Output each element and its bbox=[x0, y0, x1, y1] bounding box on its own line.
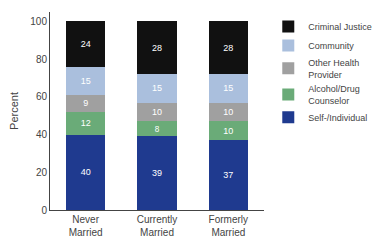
svg-text:12: 12 bbox=[81, 118, 91, 128]
svg-text:Percent: Percent bbox=[8, 92, 20, 130]
svg-text:Community: Community bbox=[308, 41, 354, 51]
svg-text:0: 0 bbox=[41, 205, 47, 216]
svg-text:28: 28 bbox=[223, 43, 233, 53]
svg-text:15: 15 bbox=[81, 76, 91, 86]
svg-text:NeverMarried: NeverMarried bbox=[69, 214, 103, 238]
svg-text:40: 40 bbox=[36, 129, 48, 140]
svg-text:FormerlyMarried: FormerlyMarried bbox=[209, 214, 248, 238]
svg-text:Criminal Justice: Criminal Justice bbox=[308, 22, 372, 32]
svg-text:15: 15 bbox=[152, 83, 162, 93]
svg-text:9: 9 bbox=[83, 98, 88, 108]
svg-text:10: 10 bbox=[223, 107, 233, 117]
svg-text:60: 60 bbox=[36, 91, 48, 102]
svg-text:20: 20 bbox=[36, 167, 48, 178]
svg-text:Other HealthProvider: Other HealthProvider bbox=[308, 58, 359, 80]
svg-text:80: 80 bbox=[36, 54, 48, 65]
svg-text:100: 100 bbox=[30, 16, 47, 27]
svg-text:39: 39 bbox=[152, 168, 162, 178]
svg-text:Self-/Individual: Self-/Individual bbox=[308, 113, 367, 123]
svg-text:37: 37 bbox=[223, 170, 233, 180]
svg-text:15: 15 bbox=[223, 83, 233, 93]
svg-text:24: 24 bbox=[81, 39, 91, 49]
svg-text:CurrentlyMarried: CurrentlyMarried bbox=[137, 214, 178, 238]
svg-text:10: 10 bbox=[152, 107, 162, 117]
svg-text:10: 10 bbox=[223, 126, 233, 136]
svg-text:40: 40 bbox=[81, 167, 91, 177]
svg-text:8: 8 bbox=[155, 125, 160, 134]
svg-text:28: 28 bbox=[152, 43, 162, 53]
svg-text:Alcohol/DrugCounselor: Alcohol/DrugCounselor bbox=[308, 84, 360, 106]
